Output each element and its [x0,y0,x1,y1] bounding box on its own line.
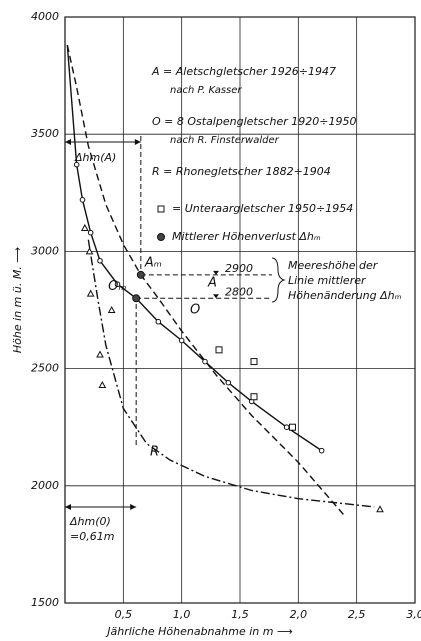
bracket-text: Höhenänderung Δhₘ [288,289,402,302]
mean-label: Aₘ [144,255,162,270]
triangle-marker [80,223,89,231]
y-tick-label: 3500 [31,127,59,140]
triangle-marker [376,505,384,513]
x-tick-label: 0,5 [115,608,133,621]
point [79,197,86,203]
point [155,318,162,325]
triangle-marker [86,289,95,297]
height-label: 2800 [225,285,253,298]
height-arrow [213,270,219,275]
arrow-head [65,139,71,145]
triangle-marker [85,247,94,255]
curve [87,239,375,508]
curve [66,45,323,452]
curve-label: R [150,445,159,460]
legend-note: nach P. Kasser [170,85,242,96]
x-tick-label: 2,5 [348,608,366,621]
mean-point [136,270,145,279]
point [114,281,121,288]
point [178,337,185,344]
legend-text: = Unteraargletscher 1950÷1954 [172,202,353,215]
curve-label: O [190,303,200,318]
y-tick-label: 2500 [31,362,59,375]
point [225,379,232,386]
y-tick-label: 3000 [31,244,59,257]
square-marker [289,423,296,431]
triangle-marker [107,305,116,313]
square-marker [215,346,223,354]
y-tick-label: 1500 [31,596,59,609]
delta-label: Δhm(A) [74,151,116,164]
y-axis-label: Höhe in m ü. M. ⟶ [11,247,24,353]
point [97,257,103,264]
bracket-text: Linie mittlerer [288,274,367,287]
legend-text: Mittlerer Höhenverlust Δhₘ [172,230,321,243]
y-tick-label: 2000 [31,479,59,492]
square-marker [157,205,165,213]
delta-label: Δhm(0) [69,515,111,528]
point [202,358,208,365]
point [283,424,290,431]
legend-note: nach R. Finsterwalder [170,135,280,146]
curve [66,44,346,517]
legend-text: R = Rhonegletscher 1882÷1904 [152,165,331,178]
height-label: 2900 [225,262,253,275]
mean-point [132,294,141,303]
mean-label: Oₘ [108,279,126,294]
arrow-head [65,504,71,510]
legend-text: O = 8 Ostalpengletscher 1920÷1950 [152,115,356,128]
x-tick-label: 1,5 [231,608,249,621]
bracket [271,257,286,303]
triangle-marker [96,350,104,358]
y-tick-label: 4000 [31,10,59,23]
legend-text: A = Aletschgletscher 1926÷1947 [151,65,336,78]
height-arrow [213,294,219,299]
x-tick-label: 3,0 [406,608,421,621]
delta-value: =0,61m [70,530,114,543]
x-tick-label: 2,0 [290,608,308,621]
triangle-marker [98,380,107,389]
x-axis-label: Jährliche Höhenabnahme in m ⟶ [105,625,293,638]
square-marker [250,358,258,366]
arrow-head [134,139,141,145]
arrow-head [130,504,137,510]
curve-label: A [207,276,217,291]
point [73,161,80,168]
point [87,229,94,236]
legend-dot [157,233,165,241]
point [318,447,325,454]
bracket-text: Meereshöhe der [288,259,379,272]
x-tick-label: 1,0 [173,608,191,621]
square-marker [250,393,258,401]
